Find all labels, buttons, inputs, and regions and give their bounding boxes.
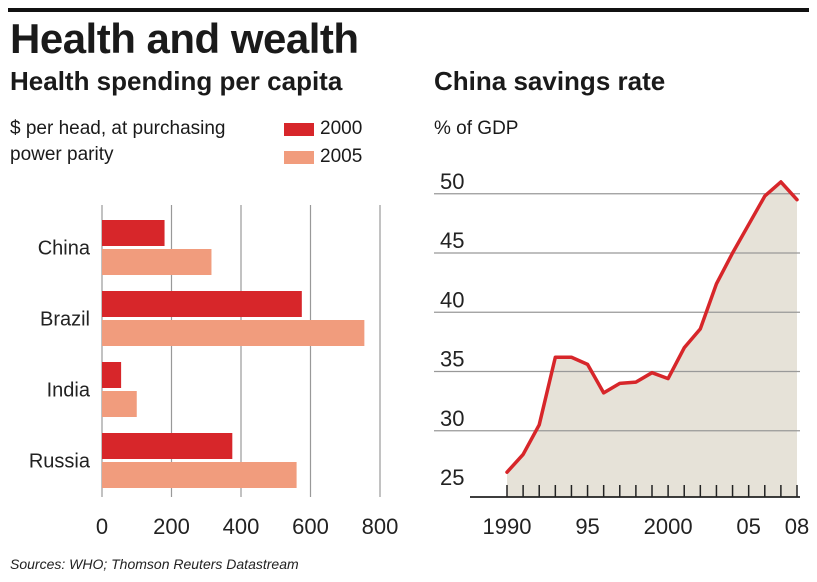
savings-point-1992 — [538, 424, 541, 426]
health-chart-title: Health spending per capita — [10, 66, 343, 96]
y-tick-label: 25 — [440, 465, 464, 490]
savings-point-1996 — [602, 392, 605, 394]
y-tick-label: 30 — [440, 406, 464, 431]
bar-india-2005 — [102, 391, 137, 417]
bar-china-2005 — [102, 249, 212, 275]
savings-point-2003 — [715, 283, 718, 285]
y-tick-label: 40 — [440, 287, 464, 312]
bar-russia-2005 — [102, 462, 297, 488]
savings-unit-label: % of GDP — [434, 118, 519, 139]
source-note: Sources: WHO; Thomson Reuters Datastream — [10, 556, 299, 572]
x-tick-label: 200 — [153, 514, 190, 539]
savings-point-2006 — [763, 195, 766, 197]
y-tick-label: 35 — [440, 347, 464, 372]
x-tick-label: 1990 — [483, 514, 532, 539]
x-tick-label: 95 — [575, 514, 599, 539]
x-tick-label: 2000 — [644, 514, 693, 539]
health-spending-bar-chart: 0 200 400 600 800 China Brazil India Russia — [29, 205, 399, 539]
x-tick-label: 400 — [223, 514, 260, 539]
savings-area-fill — [507, 181, 797, 497]
legend-item-2005: 2005 — [284, 144, 362, 170]
x-tick-label: 800 — [362, 514, 399, 539]
legend-label-2000: 2000 — [320, 118, 363, 139]
main-title: Health and wealth — [10, 15, 359, 62]
savings-point-1997 — [618, 382, 621, 385]
x-tick-label: 08 — [785, 514, 809, 539]
savings-point-1990 — [506, 471, 508, 474]
x-tick-label: 05 — [736, 514, 760, 539]
savings-point-1993 — [554, 356, 557, 359]
savings-point-2000 — [667, 377, 669, 380]
savings-rate-area-chart: 25 30 35 40 45 50 1990 95 2000 05 08 — [434, 169, 809, 539]
health-unit-label: $ per head, at purchasing power parity — [10, 118, 226, 165]
savings-point-2008 — [796, 198, 798, 201]
legend-label-2005: 2005 — [320, 146, 363, 167]
savings-point-2004 — [731, 252, 734, 254]
savings-point-1998 — [635, 381, 637, 383]
savings-point-2005 — [747, 223, 750, 226]
savings-point-2002 — [699, 328, 702, 330]
legend-swatch-2000 — [284, 122, 314, 136]
savings-point-1994 — [570, 356, 573, 359]
bar-russia-2000 — [102, 433, 233, 459]
x-tick-label: 0 — [96, 514, 108, 539]
savings-point-1995 — [586, 363, 589, 366]
savings-point-1999 — [651, 371, 653, 374]
top-rule — [8, 8, 809, 12]
bar-china-2000 — [102, 220, 165, 246]
bar-brazil-2005 — [102, 320, 365, 346]
x-tick-label: 600 — [292, 514, 329, 539]
bar-brazil-2000 — [102, 291, 302, 317]
category-label: India — [47, 380, 91, 402]
legend-item-2000: 2000 — [284, 116, 362, 142]
savings-chart-title: China savings rate — [434, 66, 666, 96]
legend-swatch-2005 — [284, 150, 314, 164]
category-label: Brazil — [40, 309, 90, 331]
savings-point-1991 — [522, 453, 524, 456]
y-tick-label: 45 — [440, 228, 464, 253]
savings-point-2001 — [683, 347, 686, 349]
y-tick-label: 50 — [440, 169, 464, 194]
category-label: China — [38, 238, 91, 260]
bar-india-2000 — [102, 362, 122, 388]
category-label: Russia — [29, 451, 91, 473]
savings-point-2007 — [780, 181, 782, 183]
